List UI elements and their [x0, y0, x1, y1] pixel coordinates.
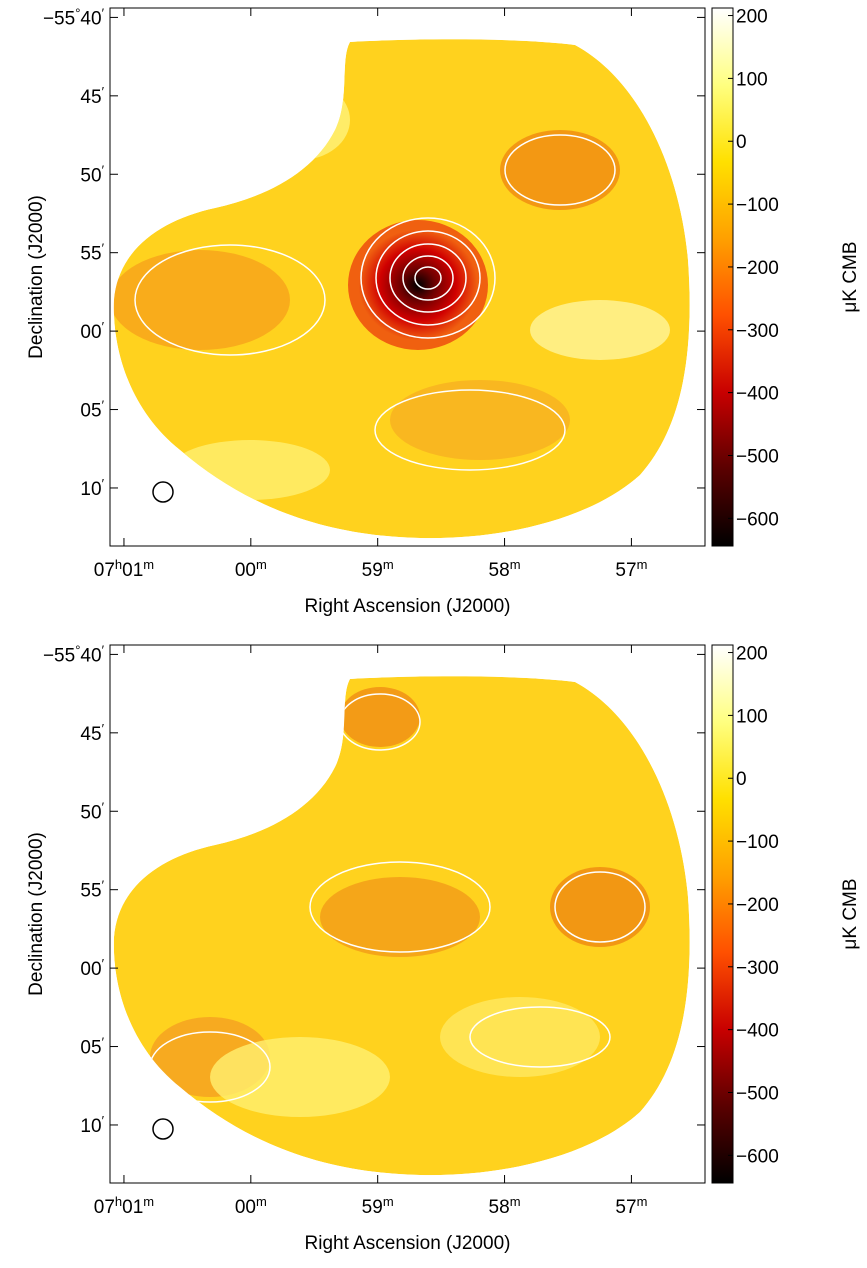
colorbar-tick-label: −300 [736, 321, 779, 342]
colorbar-tick-label: −500 [736, 1083, 779, 1104]
contour [469, 1006, 611, 1068]
map-blob [250, 80, 350, 160]
map-blob [390, 380, 570, 460]
colorbar-label: μK CMB [840, 241, 861, 312]
colorbar-tick-label: −200 [736, 895, 779, 916]
map-blob [500, 130, 620, 210]
x-axis-title: Right Ascension (J2000) [305, 1233, 511, 1254]
colorbar-tick-label: 200 [736, 644, 768, 665]
x-tick-label: 07h01m [94, 557, 154, 582]
contour [389, 243, 467, 313]
x-tick-label: 59m [362, 557, 394, 582]
x-tick-label: 57m [615, 1194, 647, 1219]
contour [374, 389, 566, 471]
map-blob [210, 1037, 390, 1117]
map-blob [550, 867, 650, 947]
colorbar-tick-label: −600 [736, 509, 779, 530]
colorbar [711, 644, 734, 1184]
y-axis-title: Declination (J2000) [26, 832, 47, 996]
map-blob [340, 687, 420, 747]
colorbar-tick-label: −100 [736, 195, 779, 216]
map-blob [530, 300, 670, 360]
contour [360, 217, 496, 339]
x-tick-label: 59m [362, 1194, 394, 1219]
contour [139, 129, 261, 191]
colorbar-tick-label: 100 [736, 706, 768, 727]
y-tick-label: 50′ [80, 799, 104, 824]
x-tick-label: 00m [235, 557, 267, 582]
y-tick-label: 05′ [80, 397, 104, 422]
x-tick-label: 58m [489, 557, 521, 582]
beam [152, 481, 174, 503]
x-tick-label: 07h01m [94, 1194, 154, 1219]
map-blob [113, 250, 290, 350]
colorbar-tick-label: −400 [736, 384, 779, 405]
y-tick-label: 45′ [80, 83, 104, 108]
contour [504, 134, 616, 206]
colorbar-tick-label: 0 [736, 132, 747, 153]
y-tick-label: 10′ [80, 1112, 104, 1137]
colorbar-tick-label: −400 [736, 1021, 779, 1042]
sky-map [113, 676, 690, 1176]
colorbar-tick-label: −100 [736, 832, 779, 853]
y-tick-label: 05′ [80, 1034, 104, 1059]
y-tick-label: 55′ [80, 240, 104, 265]
colorbar-tick-label: −200 [736, 258, 779, 279]
x-axis-title: Right Ascension (J2000) [305, 596, 511, 617]
x-tick-label: 58m [489, 1194, 521, 1219]
contour [402, 255, 454, 301]
sky-map [113, 39, 690, 539]
plot-frame [109, 644, 706, 1184]
map-blob [440, 997, 600, 1077]
beam [152, 1118, 174, 1140]
plot-frame [109, 7, 706, 547]
y-tick-label: −55°40′ [43, 5, 105, 30]
colorbar-tick-label: 200 [736, 7, 768, 28]
contour [134, 244, 326, 356]
colorbar-tick-label: −300 [736, 958, 779, 979]
colorbar [711, 7, 734, 547]
contour [414, 266, 442, 290]
contour [375, 230, 481, 326]
colorbar-tick-label: −500 [736, 446, 779, 467]
x-tick-label: 57m [615, 557, 647, 582]
y-tick-label: 10′ [80, 475, 104, 500]
y-tick-label: −55°40′ [43, 642, 105, 667]
map-blob [320, 877, 480, 957]
y-tick-label: 45′ [80, 720, 104, 745]
y-axis-title: Declination (J2000) [26, 195, 47, 359]
y-tick-label: 00′ [80, 956, 104, 981]
y-tick-label: 55′ [80, 877, 104, 902]
contour [554, 871, 646, 943]
y-tick-label: 00′ [80, 319, 104, 344]
colorbar-tick-label: −600 [736, 1146, 779, 1167]
colorbar-tick-label: 0 [736, 769, 747, 790]
x-tick-label: 00m [235, 1194, 267, 1219]
colorbar-label: μK CMB [840, 878, 861, 949]
y-tick-label: 50′ [80, 162, 104, 187]
map-blob [170, 440, 330, 500]
colorbar-tick-label: 100 [736, 69, 768, 90]
contour [309, 861, 491, 953]
